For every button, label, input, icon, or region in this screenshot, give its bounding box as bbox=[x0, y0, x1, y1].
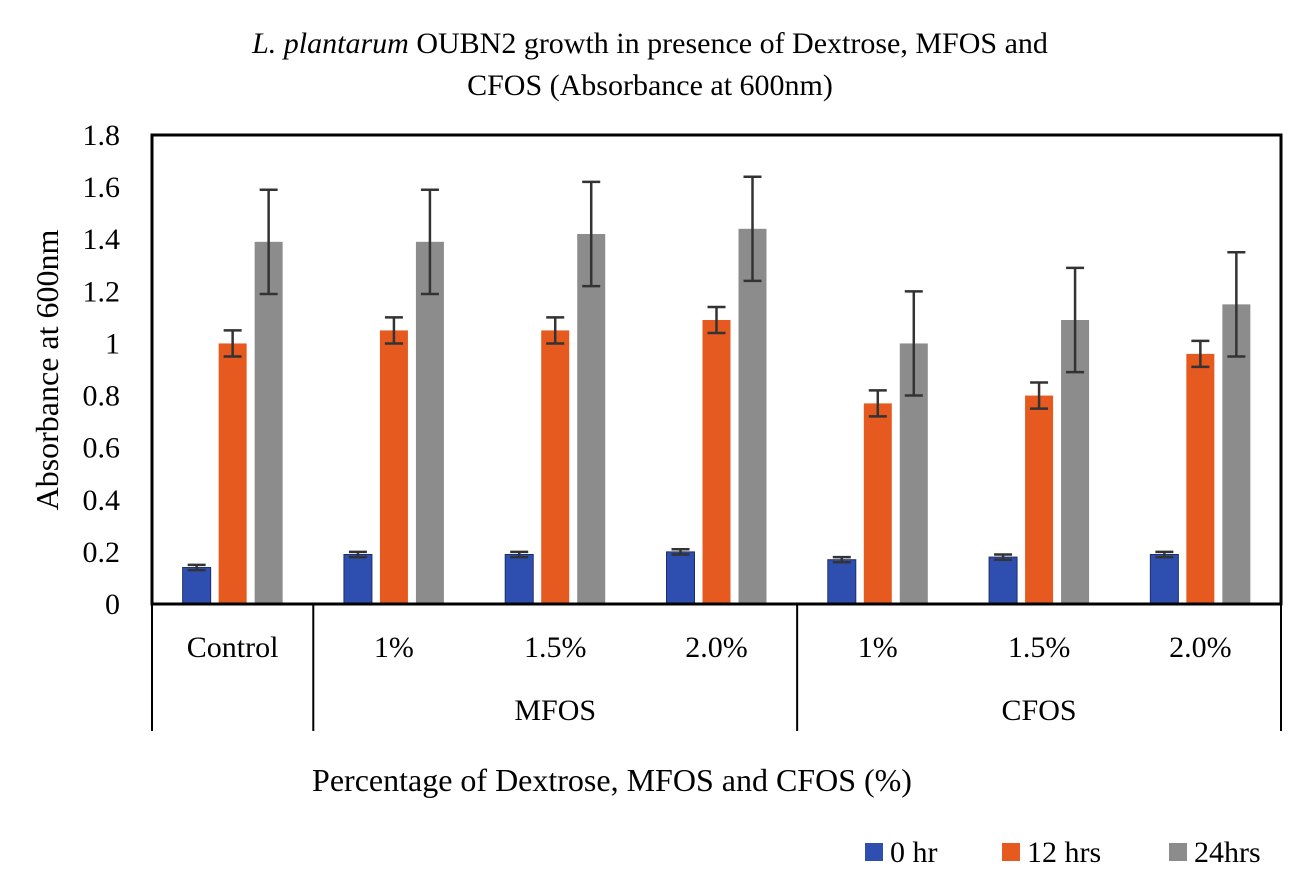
bar bbox=[182, 567, 212, 605]
chart-title-italic: L. plantarum bbox=[251, 27, 409, 60]
chart-title-line2: CFOS (Absorbance at 600nm) bbox=[467, 69, 833, 102]
y-tick-label: 0.6 bbox=[83, 432, 121, 465]
error-bar bbox=[1227, 251, 1246, 358]
bar bbox=[541, 330, 570, 604]
y-axis-title: Absorbance at 600nm bbox=[29, 229, 65, 510]
error-bar bbox=[994, 553, 1013, 561]
error-bar bbox=[259, 188, 278, 296]
bar bbox=[577, 234, 606, 604]
error-bar bbox=[510, 550, 529, 559]
x-tick-label: 1% bbox=[858, 631, 898, 664]
x-tick-label: 1.5% bbox=[1008, 631, 1071, 664]
y-axis-ticks: 0 0.2 0.4 0.6 0.8 1 1.2 1.4 1.6 1.8 bbox=[83, 119, 121, 621]
plot-area-border bbox=[150, 133, 1283, 606]
error-bar bbox=[1030, 381, 1049, 410]
bar bbox=[343, 553, 373, 605]
x-tick-label: 1.5% bbox=[524, 631, 587, 664]
legend-item: 12 hrs bbox=[1002, 836, 1101, 869]
error-bar bbox=[1191, 339, 1210, 369]
error-bar bbox=[420, 188, 439, 296]
error-bar bbox=[868, 389, 887, 418]
error-bar bbox=[832, 555, 851, 564]
error-bar bbox=[671, 548, 690, 556]
y-tick-label: 1.6 bbox=[83, 171, 121, 204]
error-bar bbox=[1066, 266, 1085, 374]
error-bar bbox=[384, 316, 403, 345]
group-label: CFOS bbox=[1002, 694, 1077, 727]
bar bbox=[1025, 395, 1054, 604]
legend-swatch bbox=[1002, 843, 1020, 861]
legend: 0 hr 12 hrs 24hrs bbox=[865, 836, 1261, 869]
legend-item: 24hrs bbox=[1169, 836, 1261, 869]
bar bbox=[1149, 553, 1179, 605]
bars bbox=[182, 228, 1251, 605]
bar bbox=[254, 241, 283, 605]
bar bbox=[218, 343, 247, 604]
x-tick-label: 2.0% bbox=[1169, 631, 1232, 664]
error-bar bbox=[223, 329, 242, 358]
x-tick-label: 1% bbox=[374, 631, 414, 664]
y-tick-label: 1 bbox=[105, 327, 120, 360]
bar bbox=[988, 556, 1018, 605]
legend-swatch bbox=[865, 843, 883, 861]
legend-label: 24hrs bbox=[1194, 836, 1261, 869]
bar bbox=[863, 403, 892, 604]
error-bar bbox=[187, 563, 206, 572]
x-tick-label: 2.0% bbox=[685, 631, 748, 664]
legend-swatch bbox=[1169, 843, 1187, 861]
bar bbox=[415, 241, 444, 605]
error-bar bbox=[743, 175, 762, 283]
bar bbox=[666, 551, 695, 605]
bar bbox=[827, 559, 857, 605]
error-bars bbox=[187, 175, 1246, 572]
y-tick-label: 1.8 bbox=[83, 119, 121, 152]
y-tick-label: 1.2 bbox=[83, 275, 121, 308]
error-bar bbox=[582, 180, 601, 288]
y-tick-label: 0.4 bbox=[83, 484, 121, 517]
legend-item: 0 hr bbox=[865, 836, 938, 869]
y-tick-label: 1.4 bbox=[83, 223, 121, 256]
chart-title-rest: OUBN2 growth in presence of Dextrose, MF… bbox=[409, 27, 1048, 60]
group-label: MFOS bbox=[514, 694, 596, 727]
legend-label: 0 hr bbox=[890, 836, 938, 869]
x-axis-categories: Control 1% 1.5% 2.0% 1% 1.5% 2.0% MFOS CFOS bbox=[151, 604, 1282, 731]
bar bbox=[738, 228, 767, 605]
error-bar bbox=[348, 550, 367, 559]
y-tick-label: 0.2 bbox=[83, 536, 121, 569]
error-bar bbox=[707, 305, 726, 335]
x-tick-label: Control bbox=[187, 631, 279, 664]
bar bbox=[379, 330, 408, 604]
bar bbox=[702, 319, 731, 604]
y-tick-label: 0 bbox=[105, 588, 120, 621]
y-tick-label: 0.8 bbox=[83, 380, 121, 413]
error-bar bbox=[546, 316, 565, 345]
error-bar bbox=[904, 290, 923, 397]
bar bbox=[504, 553, 534, 605]
chart-title-line1: L. plantarum OUBN2 growth in presence of… bbox=[251, 27, 1048, 60]
x-axis-title: Percentage of Dextrose, MFOS and CFOS (%… bbox=[312, 762, 912, 798]
legend-label: 12 hrs bbox=[1027, 836, 1101, 869]
error-bar bbox=[1155, 550, 1174, 559]
bar bbox=[1186, 353, 1215, 604]
